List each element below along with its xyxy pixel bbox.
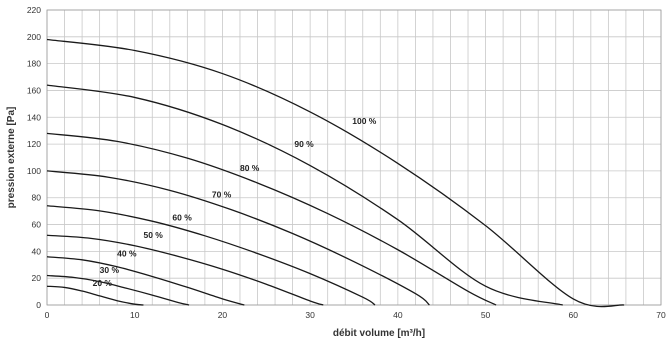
- y-tick-label: 120: [27, 139, 41, 149]
- curve-90-percent: [46, 84, 563, 306]
- y-tick-label: 200: [27, 32, 41, 42]
- x-tick-label: 20: [218, 310, 228, 320]
- y-axis-tick-labels: 0 20 40 60 80 100 120 140 160 180 200 220: [27, 5, 41, 310]
- curve-label: 80 %: [240, 163, 260, 173]
- grid-lines: [46, 9, 662, 306]
- y-tick-label: 20: [32, 273, 42, 283]
- curve-label: 70 %: [212, 190, 232, 200]
- curve-60-percent: [46, 205, 376, 306]
- curve-label: 100 %: [352, 116, 377, 126]
- x-tick-label: 70: [656, 310, 666, 320]
- curve-50-percent: [46, 234, 324, 306]
- x-tick-label: 60: [569, 310, 579, 320]
- x-tick-label: 40: [393, 310, 403, 320]
- y-tick-label: 220: [27, 5, 41, 15]
- x-tick-label: 10: [130, 310, 140, 320]
- x-tick-label: 50: [481, 310, 491, 320]
- curve-80-percent: [46, 132, 497, 306]
- curve-series: [46, 38, 625, 308]
- y-tick-label: 60: [32, 220, 42, 230]
- curve-100-percent: [46, 38, 625, 308]
- curve-label: 50 %: [143, 230, 163, 240]
- curve-label: 40 %: [117, 249, 137, 259]
- curve-label: 30 %: [100, 265, 120, 275]
- y-tick-label: 160: [27, 85, 41, 95]
- x-axis-tick-labels: 0 10 20 30 40 50 60 70: [45, 310, 666, 320]
- y-tick-label: 40: [32, 246, 42, 256]
- x-tick-label: 0: [45, 310, 50, 320]
- curve-label: 60 %: [172, 213, 192, 223]
- y-tick-label: 180: [27, 59, 41, 69]
- curve-label: 20 %: [93, 278, 113, 288]
- y-tick-label: 140: [27, 112, 41, 122]
- curve-40-percent: [46, 256, 245, 306]
- x-axis-label: débit volume [m³/h]: [333, 328, 425, 339]
- y-tick-label: 100: [27, 166, 41, 176]
- y-tick-label: 0: [36, 300, 41, 310]
- curve-70-percent: [46, 170, 430, 306]
- y-tick-label: 80: [32, 193, 42, 203]
- plot-frame: [46, 9, 662, 306]
- y-axis-label: pression externe [Pa]: [6, 107, 17, 209]
- x-tick-label: 30: [305, 310, 315, 320]
- curve-labels: 20 % 30 % 40 % 50 % 60 % 70 % 80 % 90 % 100 %: [93, 116, 377, 288]
- curve-label: 90 %: [294, 139, 314, 149]
- curve-30-percent: [46, 274, 190, 306]
- curve-20-percent: [46, 285, 144, 306]
